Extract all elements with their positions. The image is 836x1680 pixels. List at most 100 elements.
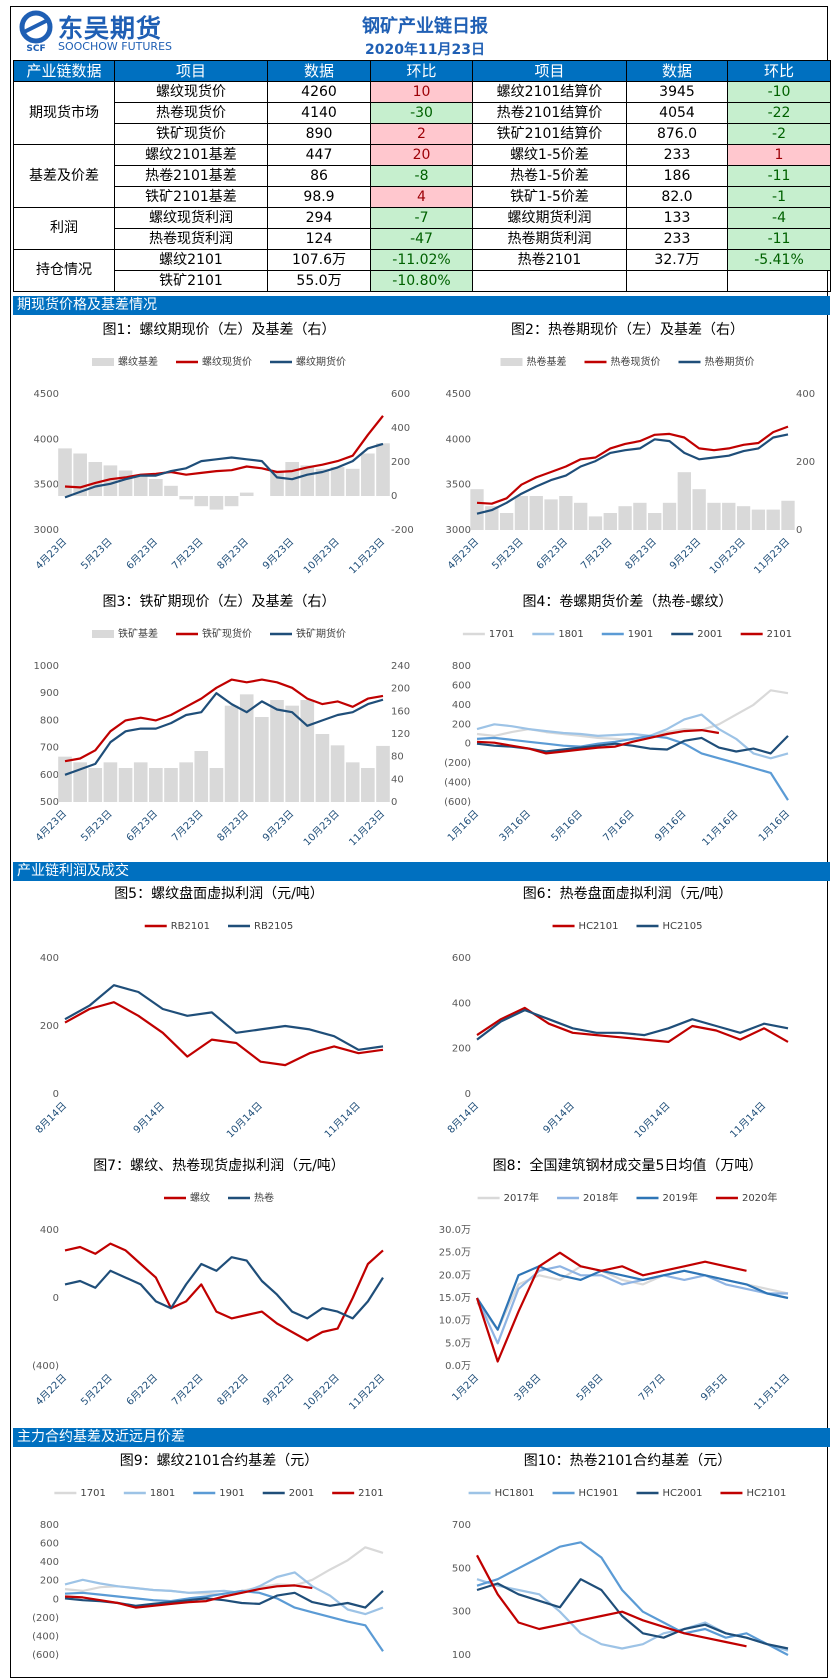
chart-title: 图1：螺纹期现价（左）及基差（右） (103, 321, 336, 338)
legend-label: 2017年 (504, 1191, 539, 1204)
column-header: 环比 (727, 60, 831, 82)
item-name: 热卷2101基差 (114, 165, 268, 187)
y-tick-label: 900 (40, 688, 59, 699)
legend-label: 热卷 (254, 1191, 274, 1204)
basis-bar (224, 705, 239, 802)
y-tick-label: 0 (53, 1594, 59, 1605)
chart-title: 图10：热卷2101合约基差（元） (524, 1452, 731, 1469)
series-line (476, 713, 789, 760)
legend-label: RB2105 (254, 921, 293, 932)
legend-label: 1701 (80, 1488, 105, 1499)
item-change: -2 (727, 123, 831, 145)
legend-label: HC2001 (663, 1488, 703, 1499)
item-name: 螺纹2101基差 (114, 144, 268, 166)
item-change: 20 (370, 144, 473, 166)
basis-bar (361, 453, 375, 496)
item-name: 铁矿现货价 (114, 123, 268, 145)
legend-label: 热卷基差 (527, 355, 567, 368)
y-tick-label: 4500 (34, 389, 59, 400)
legend-label: 铁矿期货价 (296, 627, 346, 640)
item-name: 铁矿2101 (114, 270, 268, 292)
legend: 螺纹 热卷 (164, 1191, 274, 1204)
legend-label: 2001 (697, 629, 722, 640)
x-tick-label: 7月23日 (578, 536, 614, 572)
x-tick-label: 11月11日 (752, 1372, 793, 1413)
item-value: 55.0万 (267, 270, 371, 292)
y-tick-label: 100 (452, 1650, 471, 1661)
legend-label: 铁矿基差 (118, 627, 158, 640)
group-name: 期现货市场 (13, 81, 115, 145)
x-tick-label: 6月23日 (534, 536, 570, 572)
legend-label: HC2101 (579, 921, 619, 932)
series-line (476, 689, 789, 741)
legend-swatch (500, 358, 523, 366)
y-tick-label: 0 (465, 1089, 471, 1100)
legend-label: 热卷期货价 (705, 355, 755, 368)
x-tick-label: 3月16日 (497, 808, 533, 844)
series-line (64, 442, 384, 499)
y-tick-label: 3500 (446, 480, 471, 491)
table-row: 期现货市场 螺纹现货价 4260 10 螺纹2101结算价 3945 -10 (13, 81, 831, 145)
x-tick-label: 6月22日 (124, 1372, 160, 1408)
x-tick-label: 5月23日 (490, 536, 526, 572)
header-row: 产业链数据 项目 数据 环比 项目 数据 环比 (13, 60, 831, 82)
x-tick-label: 8月14日 (445, 1100, 481, 1136)
y-tick-label: 500 (40, 797, 59, 808)
y2-tick-label: 200 (391, 684, 410, 695)
x-tick-label: 6月23日 (124, 808, 160, 844)
x-tick-label: 10月22日 (301, 1372, 342, 1413)
chart-title: 图8：全国建筑钢材成交量5日均值（万吨） (493, 1157, 763, 1174)
y2-tick-label: 200 (796, 457, 815, 468)
series-line (64, 415, 384, 489)
legend: 铁矿基差 铁矿现货价 铁矿期货价 (92, 627, 346, 640)
y-tick-label: 25.0万 (439, 1248, 471, 1259)
basis-bar (118, 470, 133, 496)
basis-bar (315, 734, 330, 802)
logo-en: SOOCHOW FUTURES (58, 40, 173, 53)
basis-bar (149, 768, 163, 802)
y-tick-label: 5.0万 (445, 1338, 471, 1349)
legend-label: RB2101 (171, 921, 210, 932)
y-tick-label: 4000 (446, 434, 471, 445)
basis-bar (118, 768, 133, 802)
basis-bar (194, 496, 209, 507)
logo-icon: SCF (19, 10, 53, 54)
report-title: 钢矿产业链日报 (362, 16, 488, 37)
x-tick-label: 11月23日 (347, 536, 388, 577)
basis-bar (179, 762, 193, 802)
legend-swatch (92, 358, 114, 366)
y2-tick-label: 0 (796, 525, 802, 536)
x-tick-label: 5月16日 (549, 808, 585, 844)
basis-bar (133, 762, 148, 802)
y-tick-label: 15.0万 (439, 1293, 471, 1304)
y-tick-label: 200 (40, 1576, 59, 1587)
item-change: -10.80% (370, 270, 473, 292)
series-line (476, 1554, 747, 1648)
basis-bar (574, 502, 588, 530)
x-tick-label: 5月23日 (79, 808, 115, 844)
basis-bar (588, 516, 603, 530)
legend-label: 2101 (767, 629, 792, 640)
item-change: -1 (727, 186, 831, 208)
item-name: 热卷期货利润 (472, 228, 627, 250)
x-tick-label: 4月22日 (33, 1372, 69, 1408)
y-tick-label: (600) (32, 1650, 59, 1661)
chart: 图9：螺纹2101合约基差（元） 1701 1801 1901 2001 2101 (600… (32, 1452, 384, 1661)
series-line (64, 1242, 384, 1342)
item-change: -5.41% (727, 249, 831, 271)
x-tick-label: 9月23日 (260, 536, 296, 572)
legend-label: 铁矿现货价 (202, 627, 252, 640)
series-line (64, 1589, 384, 1652)
y-tick-label: 3000 (34, 525, 59, 536)
item-value: 107.6万 (267, 249, 371, 271)
basis-bar (514, 496, 529, 530)
basis-bar (73, 762, 87, 802)
y-tick-label: 4500 (446, 389, 471, 400)
series-line (64, 678, 384, 763)
basis-bar (751, 509, 766, 530)
section-header: 期现货价格及基差情况 (13, 296, 830, 315)
y2-tick-label: 400 (391, 423, 410, 434)
basis-bar (88, 768, 103, 802)
column-header: 数据 (626, 60, 728, 82)
